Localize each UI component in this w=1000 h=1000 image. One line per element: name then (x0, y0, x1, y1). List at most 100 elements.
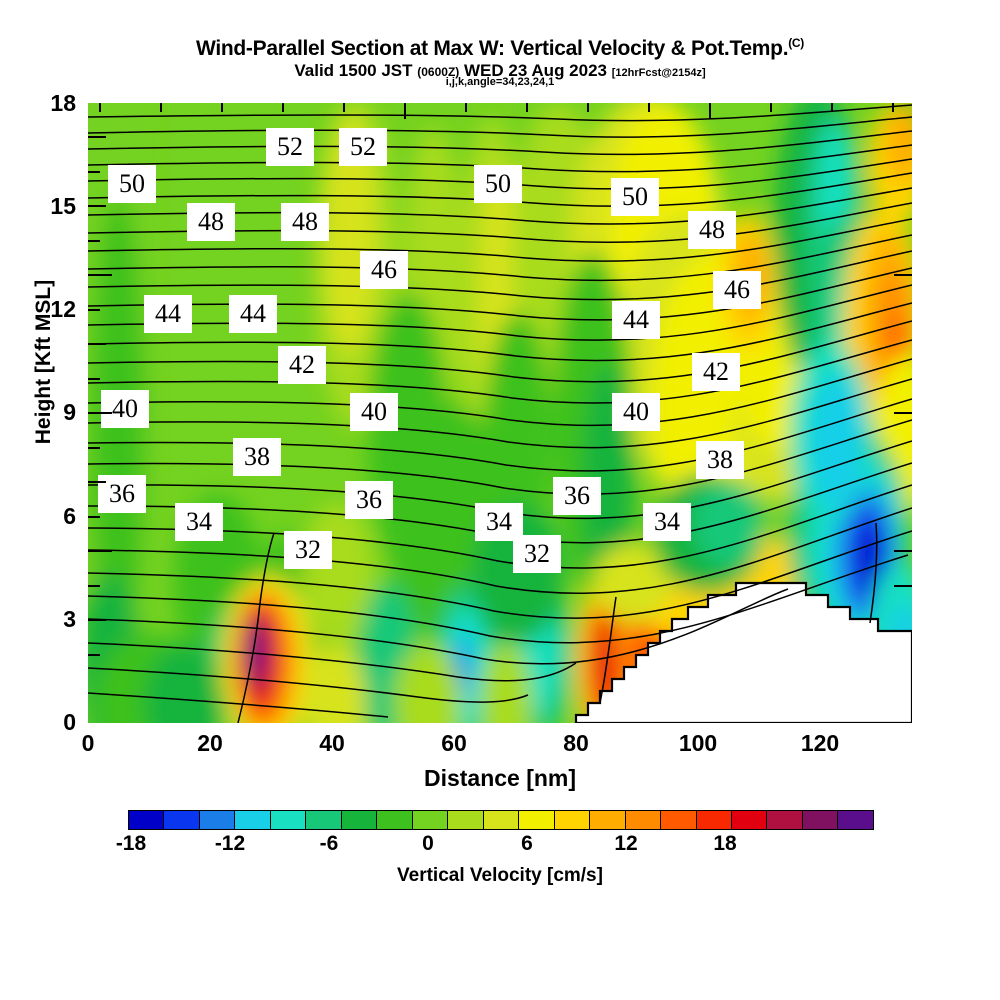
forecast-stamp: [12hrFcst@2154z] (611, 67, 706, 79)
colorbar-swatch-17 (730, 811, 767, 829)
x-tick-40: 40 (319, 730, 345, 756)
contour-label: 34 (643, 503, 691, 541)
svg-text:44: 44 (623, 305, 649, 334)
colorbar-swatch-12 (553, 811, 590, 829)
contour-label: 36 (553, 477, 601, 515)
svg-text:44: 44 (240, 299, 266, 328)
cbar-tick--6: -6 (319, 832, 339, 855)
svg-text:40: 40 (361, 397, 387, 426)
valid-date: WED 23 Aug 2023 (464, 61, 607, 80)
inner-tick-marks (88, 103, 912, 656)
svg-text:48: 48 (198, 207, 224, 236)
contour-label: 42 (692, 353, 740, 391)
contour-label: 50 (611, 178, 659, 216)
y-tick-12: 12 (50, 296, 76, 322)
svg-text:50: 50 (622, 182, 648, 211)
colorbar-swatch-8 (411, 811, 448, 829)
colorbar-swatch-15 (660, 811, 696, 829)
svg-text:44: 44 (155, 299, 181, 328)
contour-label: 48 (688, 211, 736, 249)
y-tick-0: 0 (63, 709, 76, 735)
colorbar-swatch-5 (305, 811, 341, 829)
svg-text:52: 52 (277, 132, 303, 161)
cbar-tick-12: 12 (614, 832, 638, 855)
x-tick-100: 100 (678, 730, 718, 756)
svg-text:36: 36 (109, 479, 135, 508)
svg-text:52: 52 (350, 132, 376, 161)
x-axis-label: Distance [nm] (423, 765, 577, 791)
valid-time: Valid 1500 JST (294, 61, 413, 80)
svg-text:48: 48 (699, 215, 725, 244)
valid-utc: (0600Z) (417, 65, 460, 79)
x-tick-80: 80 (563, 730, 589, 756)
colorbar-swatch-13 (589, 811, 625, 829)
contour-label: 52 (266, 128, 314, 166)
index-line: i,j,k,angle=34,23,24,1 (445, 76, 555, 88)
contour-label: 50 (108, 165, 156, 203)
y-tick-9: 9 (63, 399, 76, 425)
cbar-tick--18: -18 (115, 832, 147, 855)
colorbar-swatch-3 (234, 811, 270, 829)
potential-temperature-contours (88, 104, 912, 723)
svg-text:32: 32 (524, 539, 550, 568)
svg-text:42: 42 (289, 350, 315, 379)
x-tick-0: 0 (81, 730, 95, 756)
title-main-text: Wind-Parallel Section at Max W: Vertical… (196, 37, 789, 60)
svg-text:38: 38 (244, 442, 270, 471)
svg-text:34: 34 (486, 507, 512, 536)
svg-text:50: 50 (119, 169, 145, 198)
contour-label-group: 52 52 50 50 50 48 48 48 46 46 44 44 44 4… (98, 128, 761, 573)
svg-text:36: 36 (564, 481, 590, 510)
colorbar-swatch-14 (624, 811, 661, 829)
cbar-tick-6: 6 (521, 832, 533, 855)
contour-label: 50 (474, 165, 522, 203)
svg-text:38: 38 (707, 445, 733, 474)
x-tick-20: 20 (197, 730, 223, 756)
contour-label: 46 (360, 251, 408, 289)
contour-label: 40 (612, 393, 660, 431)
colorbar-swatch-9 (447, 811, 483, 829)
contour-label: 44 (144, 295, 192, 333)
svg-text:36: 36 (356, 485, 382, 514)
cbar-tick--12: -12 (214, 832, 246, 855)
cbar-tick-18: 18 (713, 832, 737, 855)
page-title: Wind-Parallel Section at Max W: Vertical… (0, 36, 1000, 61)
copyright-mark: (C) (788, 36, 804, 50)
contour-label: 38 (233, 438, 281, 476)
colorbar-swatch-18 (766, 811, 802, 829)
terrain-mask (574, 581, 912, 723)
contour-label: 52 (339, 128, 387, 166)
y-tick-6: 6 (63, 503, 76, 529)
colorbar-title: Vertical Velocity [cm/s] (397, 865, 603, 886)
colorbar-swatch-1 (163, 811, 199, 829)
contour-label: 44 (229, 295, 277, 333)
y-tick-18: 18 (50, 90, 76, 116)
y-tick-15: 15 (50, 193, 76, 219)
svg-text:46: 46 (724, 275, 750, 304)
cbar-tick-0: 0 (422, 832, 434, 855)
cross-section-plot: 52 52 50 50 50 48 48 48 46 46 44 44 44 4… (88, 103, 912, 723)
y-axis-label: Height [Kft MSL] (32, 279, 55, 445)
colorbar-swatch-20 (837, 811, 873, 829)
svg-text:40: 40 (112, 394, 138, 423)
colorbar (128, 810, 874, 830)
plot-svg: 52 52 50 50 50 48 48 48 46 46 44 44 44 4… (88, 103, 912, 723)
svg-text:48: 48 (292, 207, 318, 236)
colorbar-swatch-2 (198, 811, 235, 829)
contour-label: 36 (98, 475, 146, 513)
colorbar-swatch-4 (269, 811, 306, 829)
contour-label: 46 (713, 271, 761, 309)
contour-label: 34 (175, 503, 223, 541)
svg-text:34: 34 (654, 507, 680, 536)
x-tick-120: 120 (800, 730, 840, 756)
colorbar-swatch-6 (340, 811, 377, 829)
contour-label: 48 (281, 203, 329, 241)
colorbar-swatch-11 (518, 811, 554, 829)
contour-label: 34 (475, 503, 523, 541)
contour-label: 36 (345, 481, 393, 519)
svg-text:40: 40 (623, 397, 649, 426)
svg-text:46: 46 (371, 255, 397, 284)
contour-label: 44 (612, 301, 660, 339)
subtitle: Valid 1500 JST (0600Z) WED 23 Aug 2023 [… (0, 61, 1000, 81)
